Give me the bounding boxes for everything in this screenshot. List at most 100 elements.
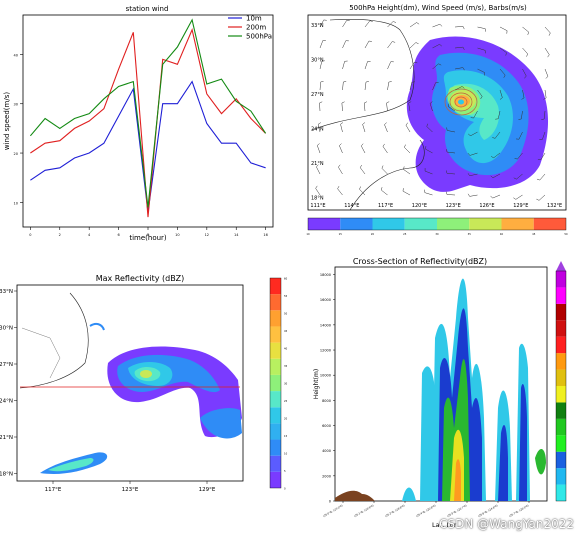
wind-barb xyxy=(539,173,546,181)
lon-label: 129°E xyxy=(199,487,216,493)
colorbar-segment xyxy=(556,386,566,403)
x-tick-label: (25.0°N, 115.0°E) xyxy=(322,503,343,518)
wind-barb xyxy=(454,26,463,28)
height-wind-map: 500hPa Height(dm), Wind Speed (m/s), Bar… xyxy=(306,4,568,236)
colorbar-segment xyxy=(270,374,281,392)
wind-barb xyxy=(362,124,366,133)
wind-barb-flag xyxy=(527,31,529,36)
wind-barb xyxy=(470,131,478,137)
wind-barb-flag xyxy=(343,80,347,83)
wind-barb-flag xyxy=(380,187,383,191)
wind-barb-flag xyxy=(381,165,384,169)
line-chart-xlabel: time(hour) xyxy=(129,234,167,242)
colorbar-tick: 35 xyxy=(468,232,472,236)
colorbar-segment xyxy=(270,439,281,456)
series-line-10m xyxy=(30,80,266,213)
wind-barb-flag xyxy=(337,185,340,189)
wind-barb-flag xyxy=(339,143,342,146)
wind-barb-flag xyxy=(545,76,549,79)
wind-barb xyxy=(409,62,415,70)
colorbar-segment xyxy=(308,218,341,230)
wind-barb xyxy=(381,168,388,175)
wind-barb-flag xyxy=(359,186,361,190)
wind-barb xyxy=(522,68,527,77)
wind-barb xyxy=(477,89,483,97)
wind-barb-flag xyxy=(467,152,471,156)
wind-barb-flag xyxy=(526,53,529,57)
wind-barb-flag xyxy=(319,101,323,104)
lat-label: 21°N xyxy=(0,435,13,441)
wind-barb xyxy=(522,47,528,55)
colorbar-tick: 20 xyxy=(284,417,288,421)
wind-barb xyxy=(319,61,323,70)
x-tick-label: 2 xyxy=(59,233,61,237)
lat-label: 30°N xyxy=(311,58,324,64)
lat-label: 18°N xyxy=(0,472,13,478)
series-line-200m xyxy=(30,28,266,218)
lon-label: 114°E xyxy=(344,203,359,209)
wind-barb-flag xyxy=(404,144,406,148)
wind-barb-flag xyxy=(340,122,344,125)
wind-barb-flag xyxy=(513,197,516,200)
colorbar-segment xyxy=(270,278,281,295)
x-tick-label: 4 xyxy=(88,233,91,237)
lon-label: 120°E xyxy=(412,203,427,209)
colorbar-segment xyxy=(556,336,566,354)
colorbar-tick: 10 xyxy=(306,232,310,236)
wind-barb xyxy=(499,26,508,31)
colorbar-segment xyxy=(340,218,373,230)
wind-barb xyxy=(544,47,550,55)
wind-barb-flag xyxy=(318,122,321,125)
y-tick-label: 40 xyxy=(14,53,18,57)
lat-label: 33°N xyxy=(311,23,324,29)
map1-title: 500hPa Height(dm), Wind Speed (m/s), Bar… xyxy=(349,4,527,12)
wind-barb-flag xyxy=(317,143,320,146)
colorbar-segment xyxy=(556,484,566,501)
lon-label: 117°E xyxy=(378,203,393,209)
x-tick-label: 10 xyxy=(175,233,179,237)
x-tick-label: (25.1°N, 116.9°E) xyxy=(353,503,374,518)
y-tick-label: 6000 xyxy=(322,424,331,428)
wind-barb-flag xyxy=(543,97,547,100)
wind-barb xyxy=(499,89,503,98)
wind-barb-flag xyxy=(438,63,442,66)
wind-barb-flag xyxy=(392,41,396,43)
colorbar-segment xyxy=(404,218,437,230)
colorbar-tick: 25 xyxy=(284,399,288,403)
wind-barb-flag xyxy=(462,47,465,50)
colorbar-tick: 0 xyxy=(284,487,286,491)
colorbar-segment xyxy=(270,358,281,375)
wind-barb-flag xyxy=(405,122,408,126)
wind-barb-flag xyxy=(341,101,345,104)
y-tick-label: 30 xyxy=(14,103,18,107)
colorbar-tick: 45 xyxy=(532,232,536,236)
wind-barb-flag xyxy=(429,101,433,104)
wind-barb-flag xyxy=(537,159,541,161)
wind-barb xyxy=(424,192,433,196)
wind-barb xyxy=(364,103,366,112)
wind-barb xyxy=(319,19,324,28)
lon-label: 123°E xyxy=(446,203,461,209)
wind-barb-flag xyxy=(490,195,493,199)
wind-barb xyxy=(538,194,546,201)
colorbar-segment xyxy=(270,310,281,327)
wind-barb xyxy=(386,103,388,112)
wind-barb-flag xyxy=(403,166,405,170)
wind-barb xyxy=(359,167,366,175)
colorbar-tick: 25 xyxy=(403,232,407,236)
y-tick-label: 8000 xyxy=(322,399,331,403)
wind-barb xyxy=(492,194,501,199)
wind-barb-flag xyxy=(320,80,324,83)
colorbar-segment xyxy=(270,294,281,311)
colorbar-tick: 20 xyxy=(371,232,375,236)
x-tick-label: 16 xyxy=(263,233,267,237)
y-tick-label: 20 xyxy=(14,152,18,156)
colorbar-segment xyxy=(556,287,566,304)
wind-barb-flag xyxy=(505,52,507,56)
colorbar-segment xyxy=(270,471,281,488)
wind-barb xyxy=(425,148,433,154)
wind-barb-flag xyxy=(490,156,494,159)
line-chart-plot-frame xyxy=(22,14,274,228)
colorbar-segment xyxy=(556,353,566,370)
xsec-title: Cross-Section of Reflectivity(dBZ) xyxy=(353,258,487,266)
